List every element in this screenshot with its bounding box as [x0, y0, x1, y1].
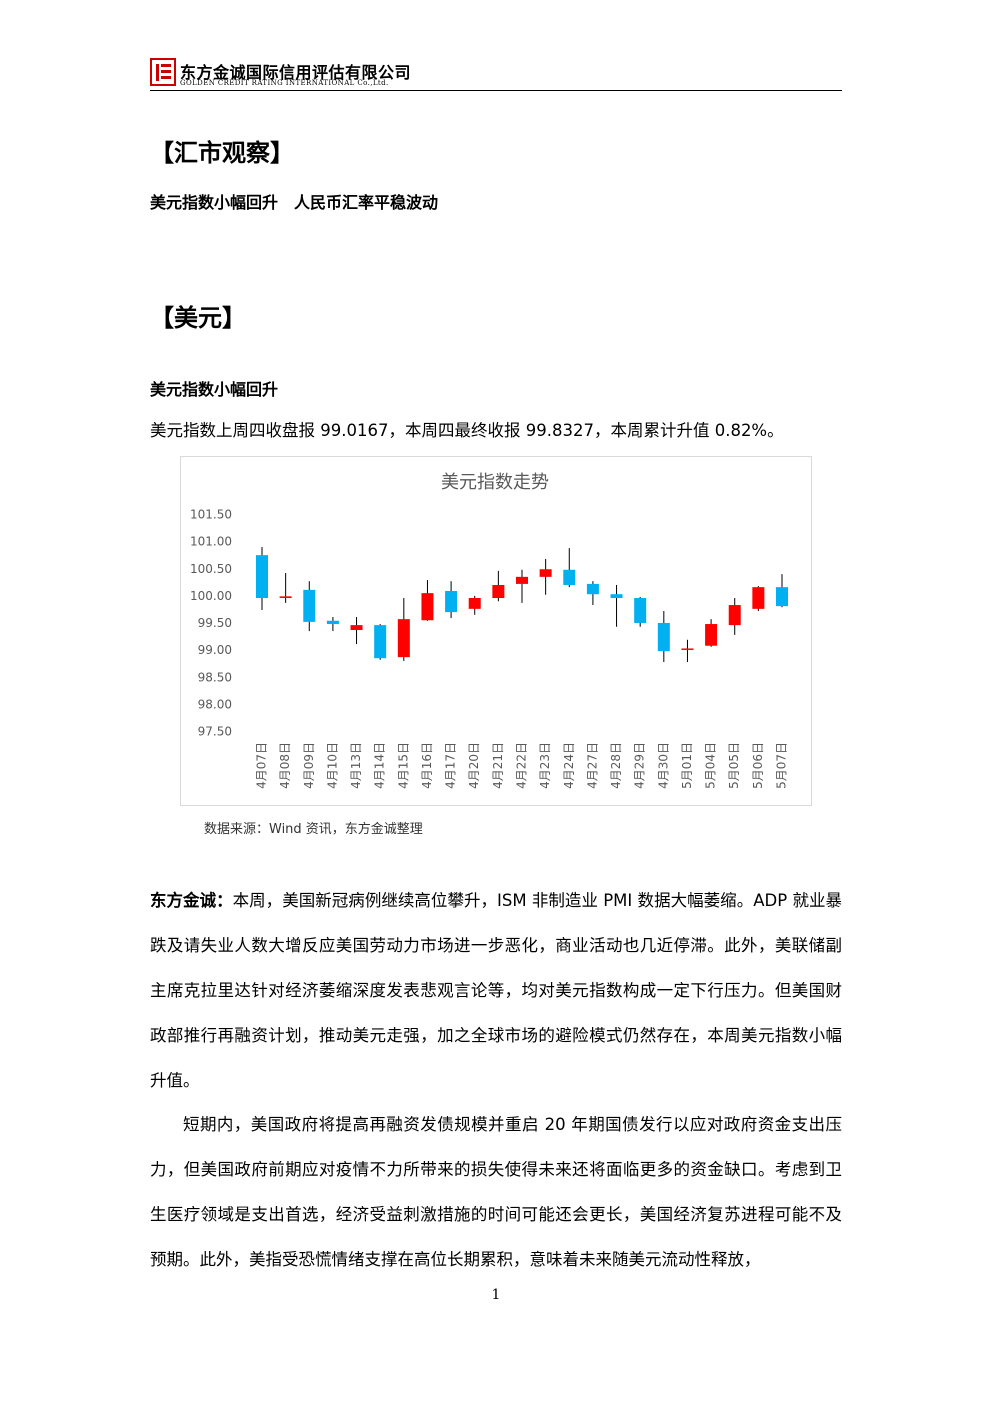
candle-body: [374, 625, 387, 659]
candle-body: [586, 583, 599, 595]
x-tick-label: 4月15日: [396, 742, 410, 789]
x-tick-label: 4月14日: [373, 742, 387, 789]
chart-source: 数据来源：Wind 资讯，东方金诚整理: [204, 822, 423, 837]
candle-body: [326, 620, 339, 625]
header-rule: [150, 90, 842, 91]
x-tick-label: 4月27日: [585, 742, 599, 789]
x-tick-label: 4月16日: [420, 742, 434, 789]
candle-body: [516, 576, 528, 584]
candle-body: [492, 584, 505, 599]
candle-body: [634, 598, 647, 623]
company-name-en: GOLDEN CREDIT RATING INTERNATIONAL Co.,L…: [180, 79, 389, 87]
logo: [150, 58, 176, 86]
x-tick-label: 4月09日: [302, 742, 316, 789]
candle-body: [445, 590, 458, 613]
x-tick-label: 5月01日: [680, 742, 694, 789]
x-tick-label: 4月30日: [656, 742, 670, 789]
x-tick-label: 4月10日: [325, 742, 339, 789]
x-tick-label: 4月29日: [633, 742, 647, 789]
x-tick-label: 4月20日: [467, 742, 481, 789]
paragraph: 短期内，美国政府将提高再融资发债规模并重启 20 年期国债发行以应对政府资金支出…: [150, 1115, 842, 1269]
y-tick-label: 98.50: [198, 670, 232, 684]
candle-body: [539, 569, 552, 577]
y-tick-label: 101.00: [190, 535, 232, 549]
candle-body: [421, 593, 434, 621]
candle-body: [350, 625, 363, 631]
chart-title: 美元指数走势: [441, 472, 549, 493]
candle-body: [279, 596, 292, 599]
x-tick-label: 5月07日: [775, 742, 789, 789]
company-name: 东方金诚国际信用评估有限公司: [180, 63, 412, 82]
candle-body: [657, 622, 670, 652]
y-tick-label: 97.50: [198, 725, 232, 739]
x-tick-label: 4月28日: [609, 742, 623, 789]
x-tick-label: 4月07日: [255, 742, 269, 789]
logo-icon: [150, 58, 176, 86]
candle-body: [705, 624, 718, 646]
x-tick-label: 4月17日: [444, 742, 458, 789]
chart: 美元指数走势 97.50 98.00 98.50 99.00 99.50 100.00 10…: [180, 456, 812, 806]
section-subtitle: 美元指数小幅回升 人民币汇率平稳波动: [150, 193, 439, 212]
candle-body: [563, 569, 576, 585]
candle-body: [256, 555, 268, 599]
section-title: 【汇市观察】: [150, 139, 294, 167]
candle-body: [681, 648, 694, 650]
y-tick-label: 101.50: [190, 508, 232, 522]
x-tick-label: 5月06日: [751, 742, 765, 789]
page-number: 1: [491, 1287, 501, 1303]
paragraph: 东方金诚：本周，美国新冠病例继续高位攀升，ISM 非制造业 PMI 数据大幅萎缩…: [150, 878, 842, 1103]
section-subtitle: 美元指数小幅回升: [150, 380, 279, 399]
y-tick-label: 98.00: [198, 697, 232, 711]
x-tick-label: 4月24日: [562, 742, 576, 789]
section-title: 【美元】: [150, 304, 246, 332]
y-tick-label: 99.00: [198, 643, 232, 657]
x-tick-label: 4月22日: [515, 742, 529, 789]
candle-body: [397, 619, 410, 658]
candle-body: [610, 594, 623, 599]
y-tick-label: 100.50: [190, 562, 232, 576]
x-tick-label: 4月23日: [538, 742, 552, 789]
candle-body: [303, 589, 316, 622]
y-tick-label: 99.50: [198, 616, 232, 630]
candle-body: [752, 587, 765, 609]
x-tick-label: 5月04日: [704, 742, 718, 789]
x-tick-label: 4月13日: [349, 742, 363, 789]
x-tick-label: 4月21日: [491, 742, 505, 789]
candle-body: [776, 587, 788, 607]
paragraph-text: 本周，美国新冠病例继续高位攀升，ISM 非制造业 PMI 数据大幅萎缩。ADP …: [150, 891, 842, 1090]
x-tick-label: 5月05日: [727, 742, 741, 789]
summary: 美元指数上周四收盘报 99.0167，本周四最终收报 99.8327，本周累计升…: [150, 421, 784, 440]
candle-body: [728, 605, 741, 626]
y-tick-label: 100.00: [190, 589, 232, 603]
candle-body: [468, 598, 481, 609]
x-tick-label: 4月08日: [278, 742, 292, 789]
lead: 东方金诚：: [150, 891, 233, 910]
